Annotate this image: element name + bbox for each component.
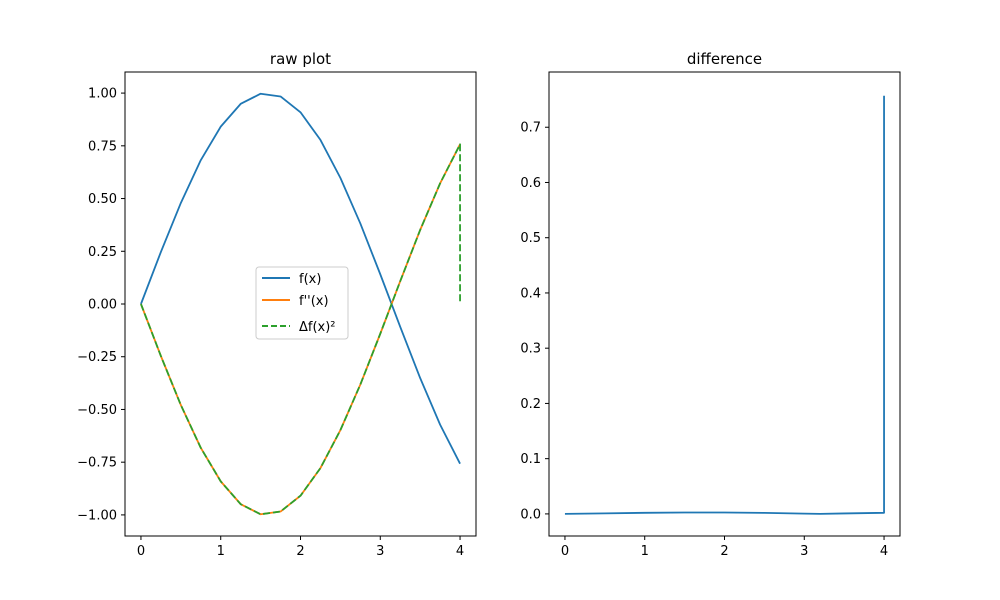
- difference-ytick-label: 0.2: [520, 397, 541, 412]
- difference-ytick-label: 0.5: [520, 231, 541, 246]
- difference-ytick-label: 0.3: [520, 342, 541, 357]
- raw-plot-ytick-label: 0.50: [88, 192, 117, 207]
- raw-plot-xtick-label: 1: [217, 544, 225, 559]
- difference-series-line-0: [564, 95, 885, 515]
- difference-xtick-label: 1: [641, 544, 649, 559]
- legend-label-f: f(x): [299, 272, 321, 287]
- legend-label-fpp: f''(x): [299, 294, 329, 309]
- legend-box: [255, 266, 349, 340]
- raw-plot-xtick-label: 3: [376, 544, 384, 559]
- raw-plot-ytick-label: 0.25: [88, 245, 117, 260]
- raw-plot-ytick-label: 1.00: [88, 87, 117, 102]
- raw-plot-xtick-label: 4: [456, 544, 464, 559]
- difference-xtick-label: 0: [561, 544, 569, 559]
- raw-plot-series-line-0: [140, 92, 461, 465]
- raw-plot-series-line-2: [140, 143, 461, 516]
- raw-plot-ytick-label: 0.75: [88, 139, 117, 154]
- difference-axes: difference 0 1 2 3 4 0.0 0.1 0.2 0.3 0.4 0.5 0.6 0.7: [520, 50, 901, 559]
- raw-plot-ytick-label: −1.00: [77, 508, 117, 523]
- raw-plot-ytick-label: −0.25: [77, 350, 117, 365]
- difference-ytick-label: 0.7: [520, 121, 541, 136]
- raw-plot-axes: raw plot 0 1 2 3 4 1.00 0.75 0.50 0.25 0.00 −0.25 −…: [77, 50, 477, 559]
- difference-ytick-label: 0.4: [520, 286, 541, 301]
- raw-plot-ytick-label: −0.50: [77, 403, 117, 418]
- difference-xtick-label: 4: [880, 544, 888, 559]
- difference-ytick-label: 0.1: [520, 452, 541, 467]
- difference-xtick-label: 3: [800, 544, 808, 559]
- raw-plot-legend: f(x) f''(x) Δf(x)²: [255, 266, 349, 340]
- difference-xtick-label: 2: [720, 544, 728, 559]
- legend-label-delta: Δf(x)²: [299, 320, 336, 335]
- raw-plot-title: raw plot: [270, 50, 331, 68]
- raw-plot-ytick-label: 0.00: [88, 298, 117, 313]
- raw-plot-xtick-label: 0: [137, 544, 145, 559]
- difference-title: difference: [687, 50, 762, 68]
- difference-ytick-label: 0.0: [520, 507, 541, 522]
- raw-plot-xtick-label: 2: [296, 544, 304, 559]
- difference-ytick-label: 0.6: [520, 176, 541, 191]
- raw-plot-ytick-label: −0.75: [77, 456, 117, 471]
